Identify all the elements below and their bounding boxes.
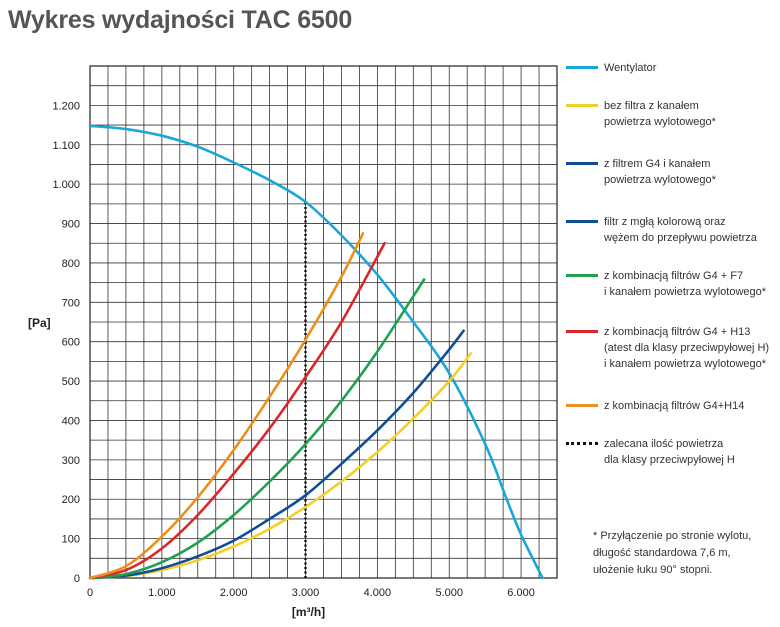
y-tick-label: 800 xyxy=(62,258,80,270)
y-tick-label: 0 xyxy=(74,573,80,585)
legend-swatch xyxy=(566,104,598,107)
y-tick-label: 300 xyxy=(62,455,80,467)
legend-item: Wentylator xyxy=(566,60,656,76)
legend-swatch xyxy=(566,404,598,407)
x-tick-label: 5.000 xyxy=(435,587,463,599)
x-tick-label: 3.000 xyxy=(292,587,320,599)
legend-item: z kombinacją filtrów G4 + H13 (atest dla… xyxy=(566,324,769,372)
y-tick-label: 500 xyxy=(62,376,80,388)
series-line-3 xyxy=(88,329,465,580)
legend-item: zalecana ilość powietrza dla klasy przec… xyxy=(566,436,735,468)
y-tick-label: 1.200 xyxy=(52,100,80,112)
legend-label: Wentylator xyxy=(604,62,657,74)
legend-swatch xyxy=(566,274,598,277)
y-tick-label: 100 xyxy=(62,534,80,546)
legend-label: filtr z mgłą kolorową oraz wężem do prze… xyxy=(604,216,757,244)
series-line-2 xyxy=(88,352,473,580)
y-tick-label: 200 xyxy=(62,494,80,506)
page-title: Wykres wydajności TAC 6500 xyxy=(8,6,353,34)
legend-swatch xyxy=(566,220,598,223)
legend-swatch xyxy=(566,66,598,69)
x-tick-label: 1.000 xyxy=(148,587,176,599)
series-line-5 xyxy=(88,278,426,580)
footnote: * Przyłączenie po stronie wylotu, długoś… xyxy=(593,530,752,576)
legend-swatch xyxy=(566,330,598,333)
x-tick-label: 6.000 xyxy=(507,587,535,599)
legend-item: z kombinacją filtrów G4+H14 xyxy=(566,398,744,414)
x-tick-label: 0 xyxy=(87,587,93,599)
y-tick-label: 900 xyxy=(62,219,80,231)
legend-item: filtr z mgłą kolorową oraz wężem do prze… xyxy=(566,214,757,246)
x-tick-label: 2.000 xyxy=(220,587,248,599)
plot-frame xyxy=(89,65,558,579)
legend-label: z kombinacją filtrów G4 + F7 i kanałem p… xyxy=(604,270,767,298)
legend-label: z kombinacją filtrów G4+H14 xyxy=(604,400,745,412)
legend-item: bez filtra z kanałem powietrza wylotoweg… xyxy=(566,98,716,130)
x-axis-label: [m³/h] xyxy=(292,605,325,619)
legend-label: z kombinacją filtrów G4 + H13 (atest dla… xyxy=(604,326,770,370)
y-tick-label: 600 xyxy=(62,337,80,349)
legend-item: z filtrem G4 i kanałem powietrza wylotow… xyxy=(566,156,716,188)
y-axis-label: [Pa] xyxy=(28,316,51,330)
series-line-6 xyxy=(88,241,386,580)
y-tick-label: 700 xyxy=(62,297,80,309)
legend-label: bez filtra z kanałem powietrza wylotoweg… xyxy=(604,100,716,128)
legend-swatch xyxy=(566,162,598,165)
series-line-7 xyxy=(88,232,365,580)
x-tick-label: 4.000 xyxy=(364,587,392,599)
legend-label: zalecana ilość powietrza dla klasy przec… xyxy=(604,438,735,466)
y-tick-label: 400 xyxy=(62,415,80,427)
legend-swatch xyxy=(566,442,598,445)
y-tick-label: 1.000 xyxy=(52,179,80,191)
legend-label: z filtrem G4 i kanałem powietrza wylotow… xyxy=(604,158,716,186)
legend-item: z kombinacją filtrów G4 + F7 i kanałem p… xyxy=(566,268,766,300)
series-line-1 xyxy=(88,124,544,580)
y-tick-label: 1.100 xyxy=(52,140,80,152)
